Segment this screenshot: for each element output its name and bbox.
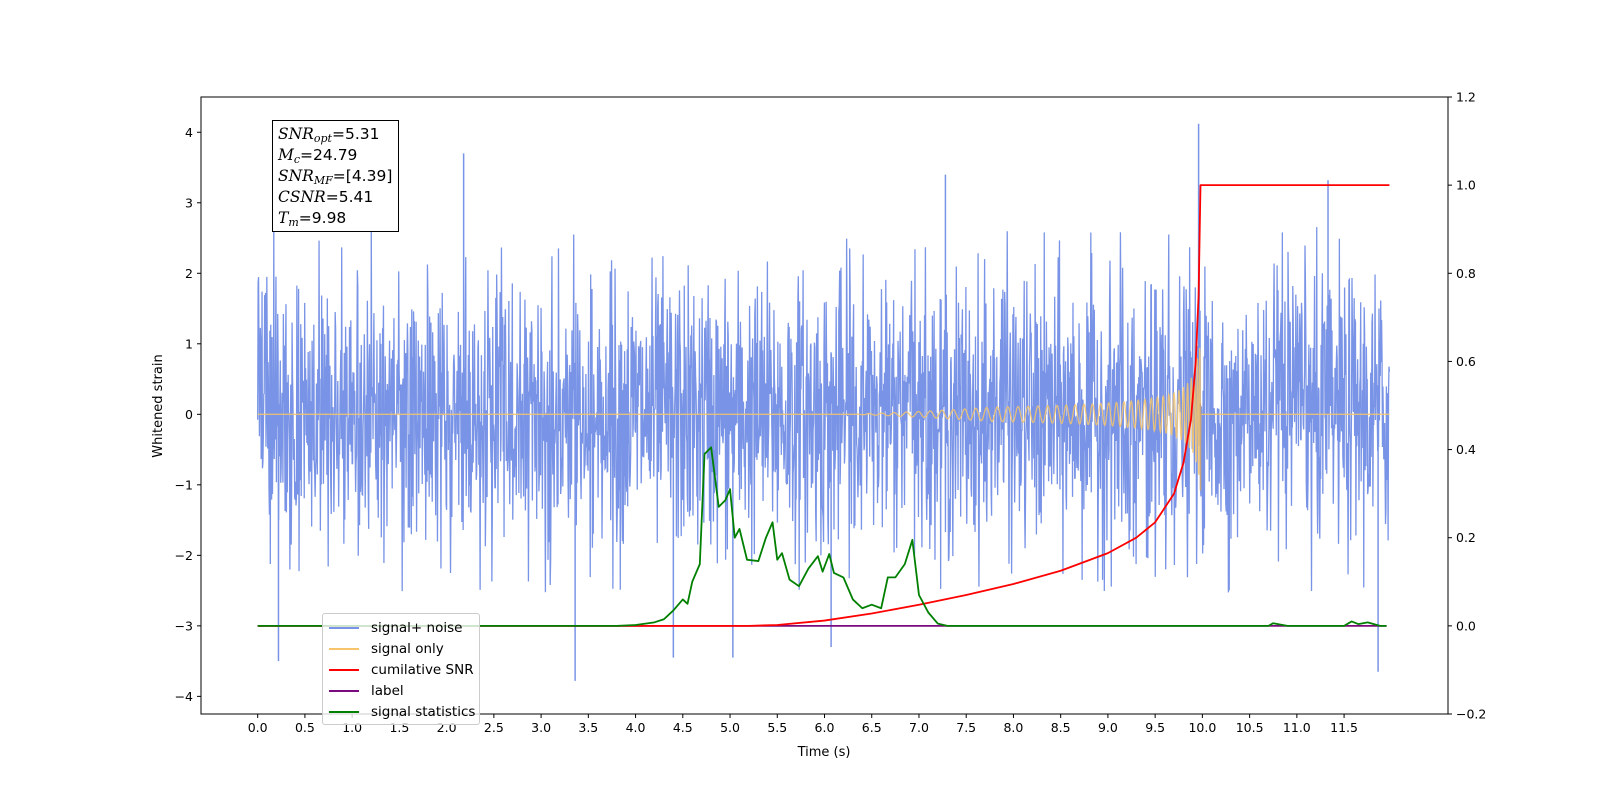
x-tick-label: 9.0 <box>1098 720 1118 735</box>
x-tick-label: 3.0 <box>531 720 551 735</box>
legend-swatch-signal-only <box>329 647 359 650</box>
legend-item-signal-only: signal only <box>323 638 479 659</box>
y-tick-label: 3 <box>185 195 193 210</box>
y-tick-label: 4 <box>185 125 193 140</box>
y2-tick-label: 1.2 <box>1456 90 1476 105</box>
legend-label-signal-noise: signal+ noise <box>371 619 463 636</box>
x-tick-label: 4.0 <box>626 720 646 735</box>
legend-swatch-signal-statistics <box>329 710 359 713</box>
tm-value: 9.98 <box>311 209 347 227</box>
x-tick-label: 6.5 <box>862 720 882 735</box>
x-tick-label: 7.0 <box>909 720 929 735</box>
y2-tick-label: 1.0 <box>1456 178 1476 193</box>
y2-tick-label: −0.2 <box>1456 707 1486 722</box>
tm-line: Tm=9.98 <box>278 209 347 229</box>
y-tick-label: 2 <box>185 266 193 281</box>
snr-opt-line: SNRopt=5.31 <box>278 125 380 145</box>
legend-item-cumulative-snr: cumilative SNR <box>323 659 479 680</box>
x-tick-label: 7.5 <box>956 720 976 735</box>
legend-swatch-signal-noise <box>329 626 359 629</box>
series-line-cumulative-snr <box>257 184 1390 627</box>
legend-label-label: label <box>371 682 404 699</box>
y-tick-label: −3 <box>175 618 193 633</box>
legend-swatch-cumulative-snr <box>329 668 359 671</box>
x-tick-label: 10.5 <box>1236 720 1264 735</box>
x-tick-label: 8.0 <box>1003 720 1023 735</box>
annotation-box: SNRopt=5.31 Mc=24.79 SNRMF=[4.39] CSNR=5… <box>272 120 400 232</box>
series-line-signal-noise <box>257 222 1391 593</box>
mc-value: 24.79 <box>313 146 358 164</box>
x-tick-label: 11.0 <box>1283 720 1311 735</box>
y-tick-label: 0 <box>185 407 193 422</box>
y2-tick-label: 0.4 <box>1456 442 1476 457</box>
legend: signal+ noise signal only cumilative SNR… <box>322 613 480 725</box>
y-tick-label: −1 <box>175 477 193 492</box>
x-tick-label: 3.5 <box>578 720 598 735</box>
legend-item-label: label <box>323 680 479 701</box>
x-tick-label: 8.5 <box>1051 720 1071 735</box>
x-tick-label: 4.5 <box>673 720 693 735</box>
legend-swatch-label <box>329 689 359 692</box>
x-axis-label: Time (s) <box>797 745 851 760</box>
legend-label-signal-statistics: signal statistics <box>371 703 476 720</box>
y2-tick-label: 0.2 <box>1456 530 1476 545</box>
y-tick-label: −2 <box>175 548 193 563</box>
x-tick-label: 5.5 <box>767 720 787 735</box>
x-tick-label: 10.0 <box>1188 720 1216 735</box>
legend-label-cumulative-snr: cumilative SNR <box>371 661 474 678</box>
legend-item-signal-statistics: signal statistics <box>323 701 479 722</box>
y-tick-label: −4 <box>175 689 193 704</box>
x-tick-label: 0.5 <box>295 720 315 735</box>
mc-line: Mc=24.79 <box>278 146 358 166</box>
x-tick-label: 0.0 <box>248 720 268 735</box>
legend-label-signal-only: signal only <box>371 640 444 657</box>
series-line-signal-statistics <box>257 446 1387 627</box>
legend-item-signal-noise: signal+ noise <box>323 617 479 638</box>
y2-tick-label: 0.0 <box>1456 618 1476 633</box>
csnr-line: CSNR=5.41 <box>278 188 374 206</box>
snr-mf-line: SNRMF=[4.39] <box>278 167 393 187</box>
y-tick-label: 1 <box>185 336 193 351</box>
x-tick-label: 2.5 <box>484 720 504 735</box>
snr-mf-value: [4.39] <box>345 167 393 185</box>
x-tick-label: 5.0 <box>720 720 740 735</box>
csnr-value: 5.41 <box>338 188 374 206</box>
x-tick-label: 9.5 <box>1145 720 1165 735</box>
y2-tick-label: 0.6 <box>1456 354 1476 369</box>
x-tick-label: 11.5 <box>1330 720 1358 735</box>
y2-tick-label: 0.8 <box>1456 266 1476 281</box>
y-axis-label: Whitened strain <box>151 354 166 457</box>
x-tick-label: 6.0 <box>815 720 835 735</box>
snr-opt-value: 5.31 <box>344 125 380 143</box>
